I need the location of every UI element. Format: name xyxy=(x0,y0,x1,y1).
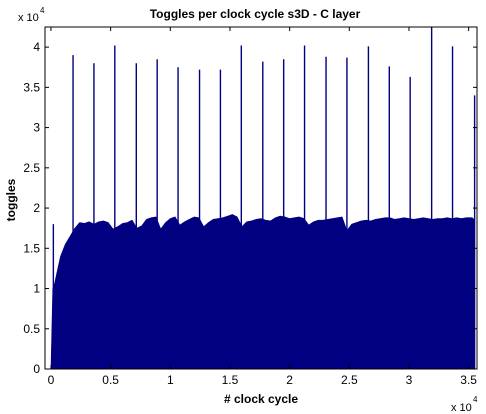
y-tick-label: 0.5 xyxy=(23,322,40,336)
y-tick-label: 3.5 xyxy=(23,80,40,94)
y-tick-label: 2.5 xyxy=(23,161,40,175)
x-axis-label: # clock cycle xyxy=(224,392,298,406)
x-tick-label: 2.5 xyxy=(341,373,358,387)
x-exponent-power: 4 xyxy=(473,395,478,404)
y-tick-label: 0 xyxy=(33,362,40,376)
y-tick-label: 1.5 xyxy=(23,241,40,255)
y-tick-label: 3 xyxy=(33,121,40,135)
x-tick-label: 3 xyxy=(406,373,413,387)
x-tick-label: 2 xyxy=(286,373,293,387)
x-tick-label: 0.5 xyxy=(102,373,119,387)
x-tick-label: 1.5 xyxy=(222,373,239,387)
x-tick-label: 3.5 xyxy=(460,373,477,387)
chart-title: Toggles per clock cycle s3D - C layer xyxy=(150,7,361,21)
x-exponent-base: x 10 xyxy=(451,402,472,414)
y-exponent-label: x 10 4 xyxy=(18,6,45,24)
ticks-layer: 0 0.5 1 1.5 2 2.5 3 3.5 0 0.5 1 1.5 2 2.5 3 3.5 4 xyxy=(23,27,477,387)
y-exponent-power: 4 xyxy=(40,6,45,15)
x-tick-label: 0 xyxy=(48,373,55,387)
x-tick-label: 1 xyxy=(167,373,174,387)
axes-box xyxy=(44,26,478,370)
y-tick-label: 1 xyxy=(33,282,40,296)
y-exponent-base: x 10 xyxy=(18,12,39,24)
y-tick-label: 2 xyxy=(33,201,40,215)
y-tick-label: 4 xyxy=(33,40,40,54)
x-exponent-label: x 10 4 xyxy=(451,395,478,414)
series-layer xyxy=(50,27,476,370)
y-axis-label: toggles xyxy=(4,178,18,221)
